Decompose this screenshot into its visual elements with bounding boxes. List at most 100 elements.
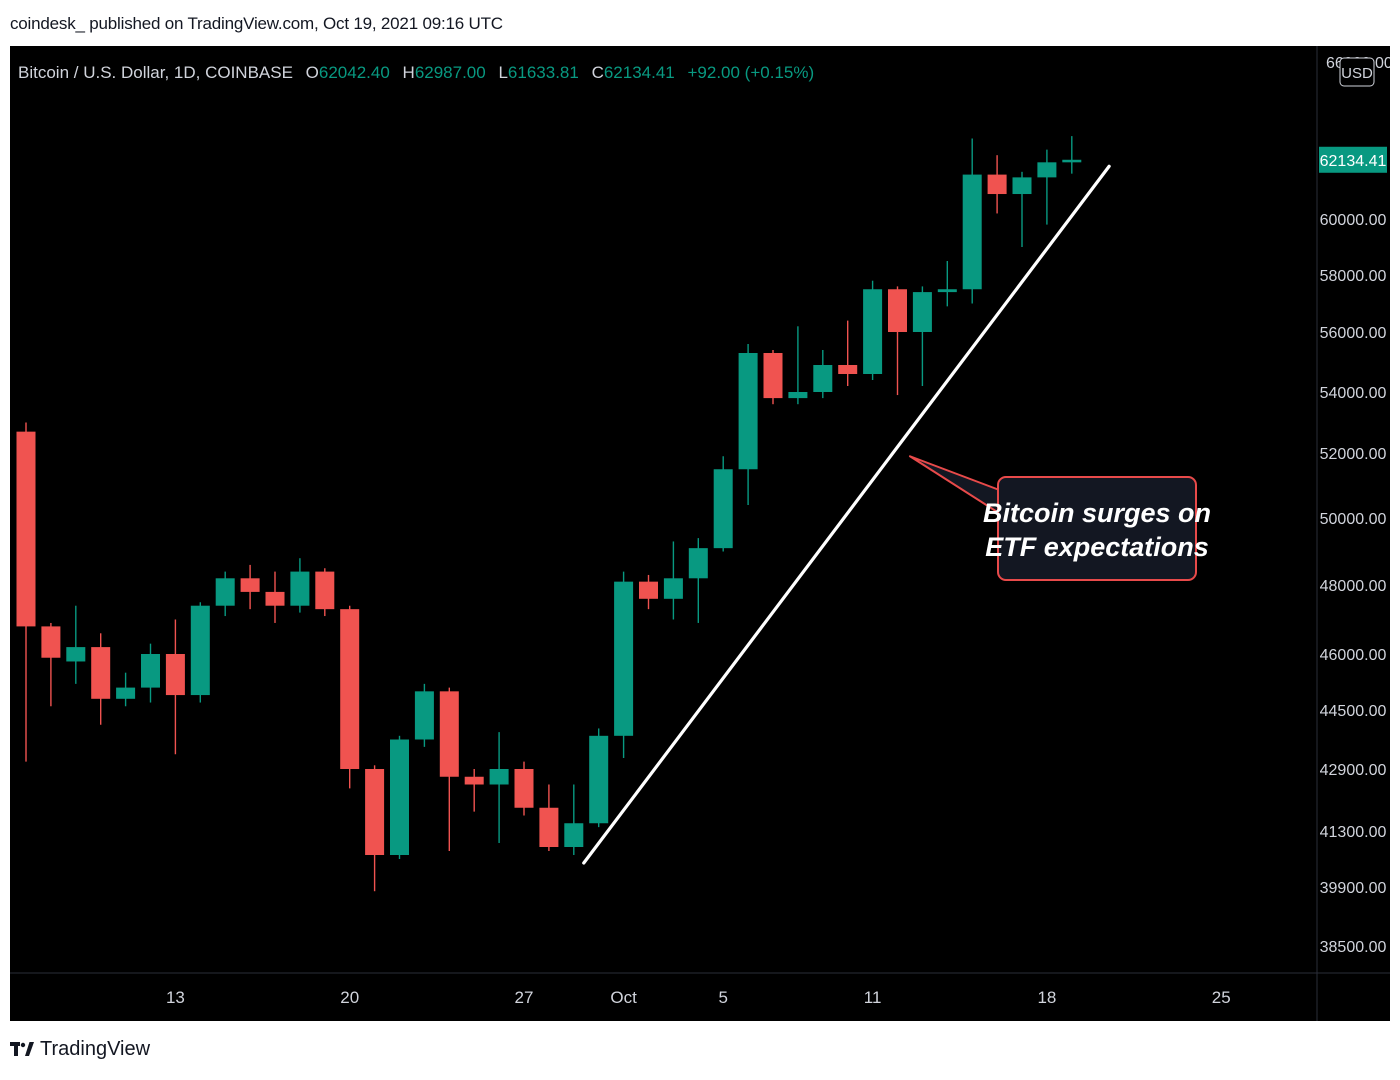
candle-body (16, 431, 36, 627)
candle-body (589, 735, 609, 824)
y-tick-label: 50000.00 (1320, 511, 1387, 528)
x-tick-label: 25 (1212, 988, 1231, 1007)
candle (738, 344, 758, 505)
candle (663, 541, 683, 620)
y-tick-label: 41300.00 (1320, 824, 1387, 841)
candle (190, 602, 210, 703)
candle (91, 633, 111, 725)
candles-layer (16, 136, 1082, 892)
callout-box (997, 476, 1197, 581)
y-tick-label: 58000.00 (1320, 268, 1387, 285)
candle (66, 605, 86, 684)
candle (863, 280, 883, 380)
time-axis[interactable]: 13 20 27 Oct 5 11 18 25 (166, 988, 1231, 1007)
x-tick-label: 13 (166, 988, 185, 1007)
close-label: C (592, 63, 604, 82)
tradingview-logo-icon (10, 1041, 34, 1056)
candle (16, 422, 36, 762)
candle-body (514, 769, 534, 808)
trendline (582, 164, 1111, 865)
candle-body (1062, 159, 1082, 163)
candle-body (414, 691, 434, 740)
candle (813, 350, 833, 399)
candle (439, 687, 459, 851)
x-tick-label: 18 (1037, 988, 1056, 1007)
candle (265, 571, 285, 623)
candle (41, 622, 61, 707)
candle-body (564, 823, 584, 847)
candle-body (439, 691, 459, 777)
candle (489, 732, 509, 843)
callout-text-line1: Bitcoin surges on (983, 498, 1211, 528)
candle-body (340, 609, 360, 769)
candle-body (315, 571, 335, 610)
close-value: 62134.41 (604, 63, 675, 82)
y-tick-label: 60000.00 (1320, 212, 1387, 229)
x-tick-label: 27 (515, 988, 534, 1007)
published-line: coindesk_ published on TradingView.com, … (10, 14, 503, 33)
candle (1037, 149, 1057, 225)
low-label: L (498, 63, 507, 82)
y-tick-label: 44500.00 (1320, 703, 1387, 720)
callout-text-line2: ETF expectations (985, 532, 1209, 562)
candle-body (663, 578, 683, 599)
last-price-label: 62134.41 (1320, 153, 1387, 170)
candle-body (240, 578, 260, 592)
footer-brand-label: TradingView (40, 1038, 151, 1060)
candle-body (763, 353, 783, 399)
candle-body (937, 289, 957, 293)
candle-body (165, 654, 185, 696)
candle (788, 326, 808, 405)
candle-body (863, 289, 883, 374)
high-value: 62987.00 (415, 63, 486, 82)
open-label: O (306, 63, 319, 82)
symbol-label: Bitcoin / U.S. Dollar, 1D, COINBASE (18, 63, 293, 82)
chart-svg[interactable]: Bitcoin surges on ETF expectations 60000.… (10, 46, 1390, 1021)
candle-body (215, 578, 235, 606)
candle-body (912, 292, 932, 332)
candle-body (713, 469, 733, 549)
y-tick-label: 54000.00 (1320, 385, 1387, 402)
candle-body (788, 392, 808, 399)
last-price-label-bg (1319, 146, 1387, 173)
annotation-layer: Bitcoin surges on ETF expectations (908, 455, 1211, 581)
candle (987, 155, 1007, 214)
currency-badge-bg (1339, 57, 1375, 87)
candle (688, 538, 708, 623)
candle (888, 286, 907, 396)
y-tick-label: 38500.00 (1320, 939, 1387, 956)
high-label: H (403, 63, 415, 82)
candle-body (41, 626, 61, 658)
footer-brand[interactable]: TradingView (10, 1038, 150, 1061)
candle (589, 728, 609, 828)
last-price-marker: 62134.41 (1319, 146, 1387, 173)
candle-body (639, 581, 658, 599)
candle (365, 765, 385, 892)
price-chart[interactable]: Bitcoin surges on ETF expectations 60000.… (10, 46, 1390, 1021)
candle (838, 320, 858, 386)
candle-body (614, 581, 634, 736)
price-axis[interactable]: 60000.00 58000.00 56000.00 54000.00 52000.00… (1320, 212, 1387, 956)
candle (539, 784, 559, 851)
candle-body (838, 365, 858, 374)
candle-body (116, 687, 136, 699)
candle-body (539, 807, 559, 847)
candle (937, 261, 957, 307)
y-tick-label: 46000.00 (1320, 647, 1387, 664)
currency-badge[interactable]: USD (1341, 65, 1373, 82)
candle-body (91, 647, 111, 699)
candle (315, 568, 335, 617)
candle-body (290, 571, 310, 606)
candle (464, 769, 484, 812)
y-tick-label: 48000.00 (1320, 578, 1387, 595)
x-tick-label: 11 (864, 988, 882, 1007)
x-tick-label: Oct (610, 988, 637, 1007)
candle (962, 138, 982, 304)
candle (215, 571, 235, 617)
candle (414, 683, 434, 747)
open-value: 62042.40 (319, 63, 390, 82)
candle-body (987, 174, 1007, 195)
x-tick-label: 20 (340, 988, 359, 1007)
candle (165, 619, 185, 755)
candle-body (464, 776, 484, 785)
